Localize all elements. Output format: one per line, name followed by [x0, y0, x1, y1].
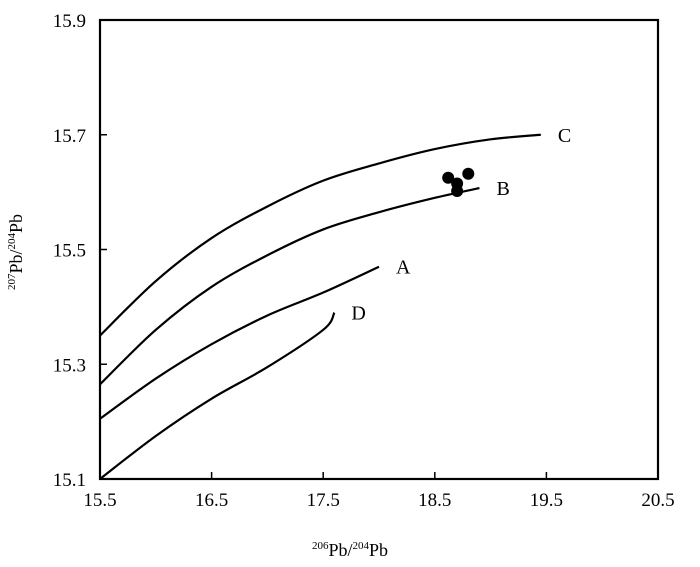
curve-label-b: B — [496, 178, 509, 200]
curve-label-a: A — [396, 257, 411, 279]
data-point — [442, 171, 455, 184]
x-tick-label: 19.5 — [530, 490, 563, 511]
sample-points — [442, 167, 475, 197]
y-axis-ticks: 15.1 15.3 15.5 15.7 15.9 — [53, 11, 107, 491]
y-tick-label: 15.9 — [53, 11, 86, 32]
x-tick-label: 20.5 — [641, 490, 674, 511]
curve-b — [99, 187, 480, 386]
model-curves: C B A D — [99, 125, 571, 480]
curve-d — [99, 312, 336, 480]
y-tick-label: 15.1 — [53, 470, 86, 491]
curve-label-d: D — [351, 303, 365, 325]
y-tick-label: 15.7 — [53, 126, 86, 147]
x-tick-label: 15.5 — [83, 490, 116, 511]
x-tick-label: 18.5 — [418, 490, 451, 511]
x-axis-title: 206Pb/204Pb — [312, 540, 388, 560]
x-tick-label: 16.5 — [195, 490, 228, 511]
y-axis-title: 207Pb/204Pb — [6, 214, 26, 290]
curve-label-c: C — [558, 125, 571, 147]
data-point — [462, 167, 475, 180]
plot-frame — [98, 18, 660, 481]
y-tick-label: 15.3 — [53, 355, 86, 376]
curve-a — [99, 265, 380, 420]
y-tick-label: 15.5 — [53, 241, 86, 262]
x-axis-ticks: 15.5 16.5 17.5 18.5 19.5 20.5 — [83, 472, 675, 511]
x-tick-label: 17.5 — [307, 490, 340, 511]
data-point — [451, 184, 464, 197]
curve-c — [99, 133, 541, 337]
